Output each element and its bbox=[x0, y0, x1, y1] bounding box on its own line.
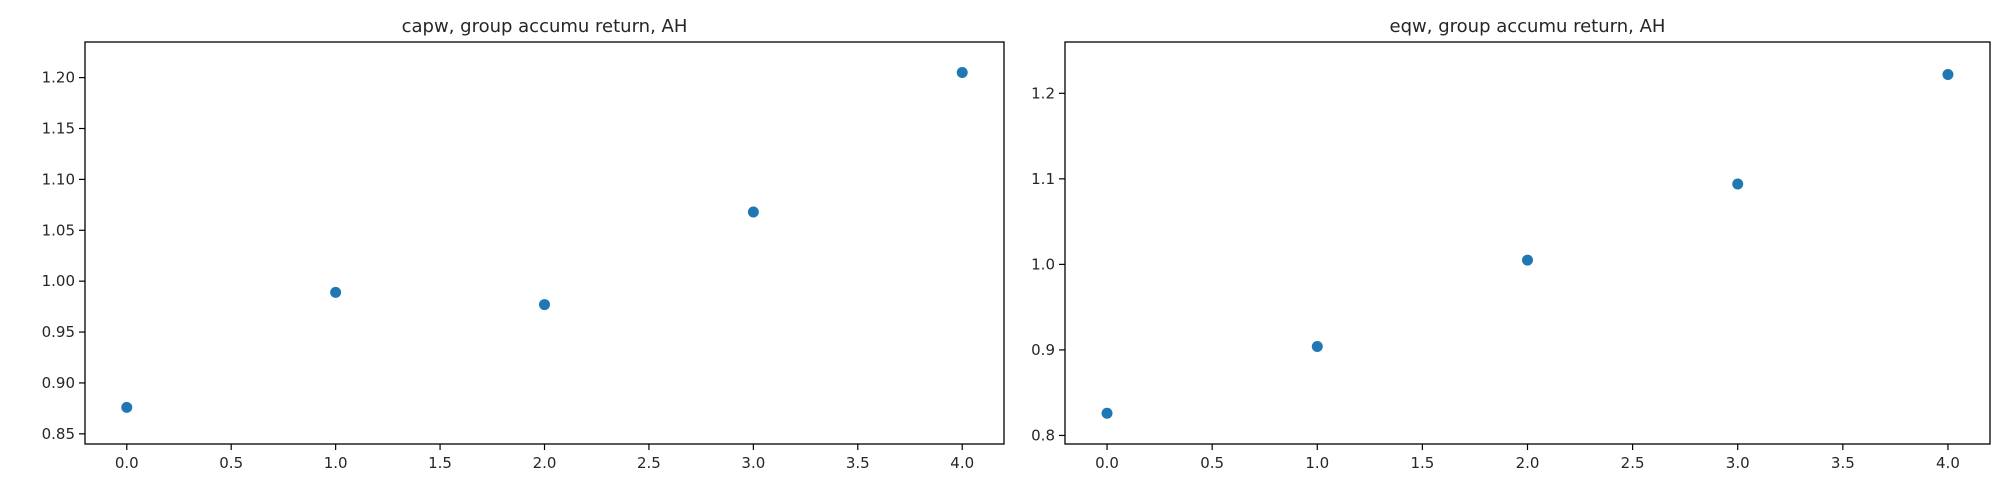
y-tick-label: 0.8 bbox=[1031, 426, 1055, 444]
x-tick-label: 0.0 bbox=[1095, 454, 1119, 472]
chart-title: eqw, group accumu return, AH bbox=[1390, 16, 1666, 37]
x-tick-label: 1.5 bbox=[428, 454, 452, 472]
data-point bbox=[1311, 340, 1323, 352]
x-tick-label: 2.0 bbox=[1516, 454, 1540, 472]
y-tick-label: 0.95 bbox=[42, 323, 75, 341]
data-point bbox=[1942, 69, 1954, 81]
data-point bbox=[1101, 407, 1113, 419]
data-point bbox=[1732, 178, 1744, 190]
y-tick-label: 0.85 bbox=[42, 425, 75, 443]
x-tick-label: 3.5 bbox=[1831, 454, 1855, 472]
y-tick-label: 1.00 bbox=[42, 272, 75, 290]
data-point bbox=[1522, 254, 1533, 266]
chart-title: capw, group accumu return, AH bbox=[402, 16, 688, 37]
x-tick-label: 3.0 bbox=[741, 454, 765, 472]
chart-eqw: eqw, group accumu return, AH 0.0 0.5 1.0 1.5… bbox=[1031, 16, 1991, 472]
data-point bbox=[121, 401, 133, 413]
x-tick-label: 2.5 bbox=[637, 454, 661, 472]
y-tick-label: 1.10 bbox=[42, 170, 75, 188]
x-tick-label: 3.0 bbox=[1726, 454, 1750, 472]
y-tick-label: 1.05 bbox=[42, 221, 75, 239]
y-tick-label: 1.15 bbox=[42, 120, 75, 138]
x-tick-label: 1.5 bbox=[1410, 454, 1434, 472]
axes-frame bbox=[1064, 41, 1991, 445]
x-tick-label: 0.5 bbox=[219, 454, 243, 472]
x-tick-label: 4.0 bbox=[950, 454, 974, 472]
x-tick-label: 0.0 bbox=[115, 454, 139, 472]
x-tick-label: 3.5 bbox=[846, 454, 870, 472]
data-point bbox=[539, 299, 550, 311]
x-tick-label: 4.0 bbox=[1936, 454, 1960, 472]
x-tick-label: 0.5 bbox=[1200, 454, 1224, 472]
x-tick-label: 1.0 bbox=[324, 454, 348, 472]
x-tick-label: 2.5 bbox=[1621, 454, 1645, 472]
y-tick-label: 1.0 bbox=[1031, 255, 1055, 273]
y-tick-label: 0.9 bbox=[1031, 341, 1055, 359]
y-tick-label: 1.20 bbox=[42, 69, 75, 87]
chart-capw: capw, group accumu return, AH 0.0 0.5 1.0 1.… bbox=[42, 16, 1005, 472]
x-tick-label: 1.0 bbox=[1305, 454, 1329, 472]
data-point bbox=[330, 286, 342, 298]
y-tick-label: 1.1 bbox=[1031, 170, 1055, 188]
x-tick-label: 2.0 bbox=[533, 454, 557, 472]
y-tick-label: 1.2 bbox=[1031, 84, 1055, 102]
data-point bbox=[747, 206, 759, 218]
data-point bbox=[956, 67, 968, 79]
axes-frame bbox=[84, 41, 1005, 445]
y-tick-label: 0.90 bbox=[42, 374, 75, 392]
